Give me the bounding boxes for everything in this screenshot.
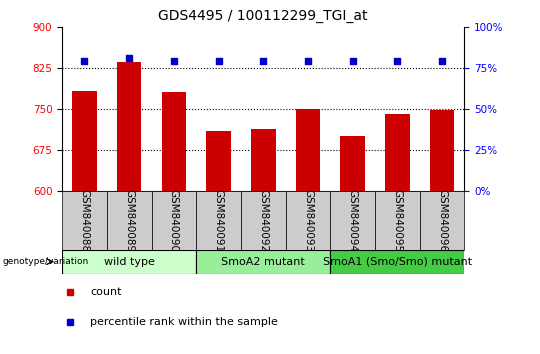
Text: GSM840089: GSM840089 bbox=[124, 189, 134, 252]
Text: genotype/variation: genotype/variation bbox=[3, 257, 89, 266]
Bar bbox=[196, 250, 330, 274]
Title: GDS4495 / 100112299_TGI_at: GDS4495 / 100112299_TGI_at bbox=[159, 9, 368, 23]
Bar bbox=[206, 131, 231, 191]
Point bbox=[170, 58, 178, 64]
Bar bbox=[420, 191, 464, 250]
Text: count: count bbox=[90, 287, 122, 297]
Point bbox=[125, 55, 133, 61]
Bar bbox=[330, 250, 464, 274]
Point bbox=[259, 58, 268, 64]
Bar bbox=[251, 129, 275, 191]
Point bbox=[303, 58, 312, 64]
Text: GSM840094: GSM840094 bbox=[348, 189, 357, 252]
Text: GSM840096: GSM840096 bbox=[437, 189, 447, 252]
Point bbox=[393, 58, 402, 64]
Point bbox=[438, 58, 447, 64]
Text: GSM840091: GSM840091 bbox=[213, 189, 224, 252]
Bar bbox=[196, 191, 241, 250]
Bar bbox=[117, 62, 141, 191]
Bar bbox=[62, 191, 107, 250]
Text: GSM840092: GSM840092 bbox=[258, 189, 268, 252]
Text: SmoA1 (Smo/Smo) mutant: SmoA1 (Smo/Smo) mutant bbox=[323, 257, 472, 267]
Text: GSM840095: GSM840095 bbox=[393, 189, 402, 252]
Bar bbox=[161, 92, 186, 191]
Bar bbox=[241, 191, 286, 250]
Text: GSM840090: GSM840090 bbox=[169, 189, 179, 252]
Point bbox=[80, 58, 89, 64]
Text: wild type: wild type bbox=[104, 257, 154, 267]
Bar bbox=[296, 109, 320, 191]
Bar bbox=[340, 136, 365, 191]
Bar bbox=[430, 110, 454, 191]
Bar bbox=[152, 191, 196, 250]
Bar bbox=[286, 191, 330, 250]
Bar bbox=[107, 191, 152, 250]
Bar bbox=[330, 191, 375, 250]
Text: SmoA2 mutant: SmoA2 mutant bbox=[221, 257, 305, 267]
Bar bbox=[72, 91, 97, 191]
Text: GSM840093: GSM840093 bbox=[303, 189, 313, 252]
Point bbox=[214, 58, 223, 64]
Point bbox=[348, 58, 357, 64]
Text: GSM840088: GSM840088 bbox=[79, 189, 90, 252]
Bar bbox=[375, 191, 420, 250]
Bar bbox=[385, 114, 410, 191]
Bar bbox=[62, 250, 196, 274]
Text: percentile rank within the sample: percentile rank within the sample bbox=[90, 317, 278, 327]
